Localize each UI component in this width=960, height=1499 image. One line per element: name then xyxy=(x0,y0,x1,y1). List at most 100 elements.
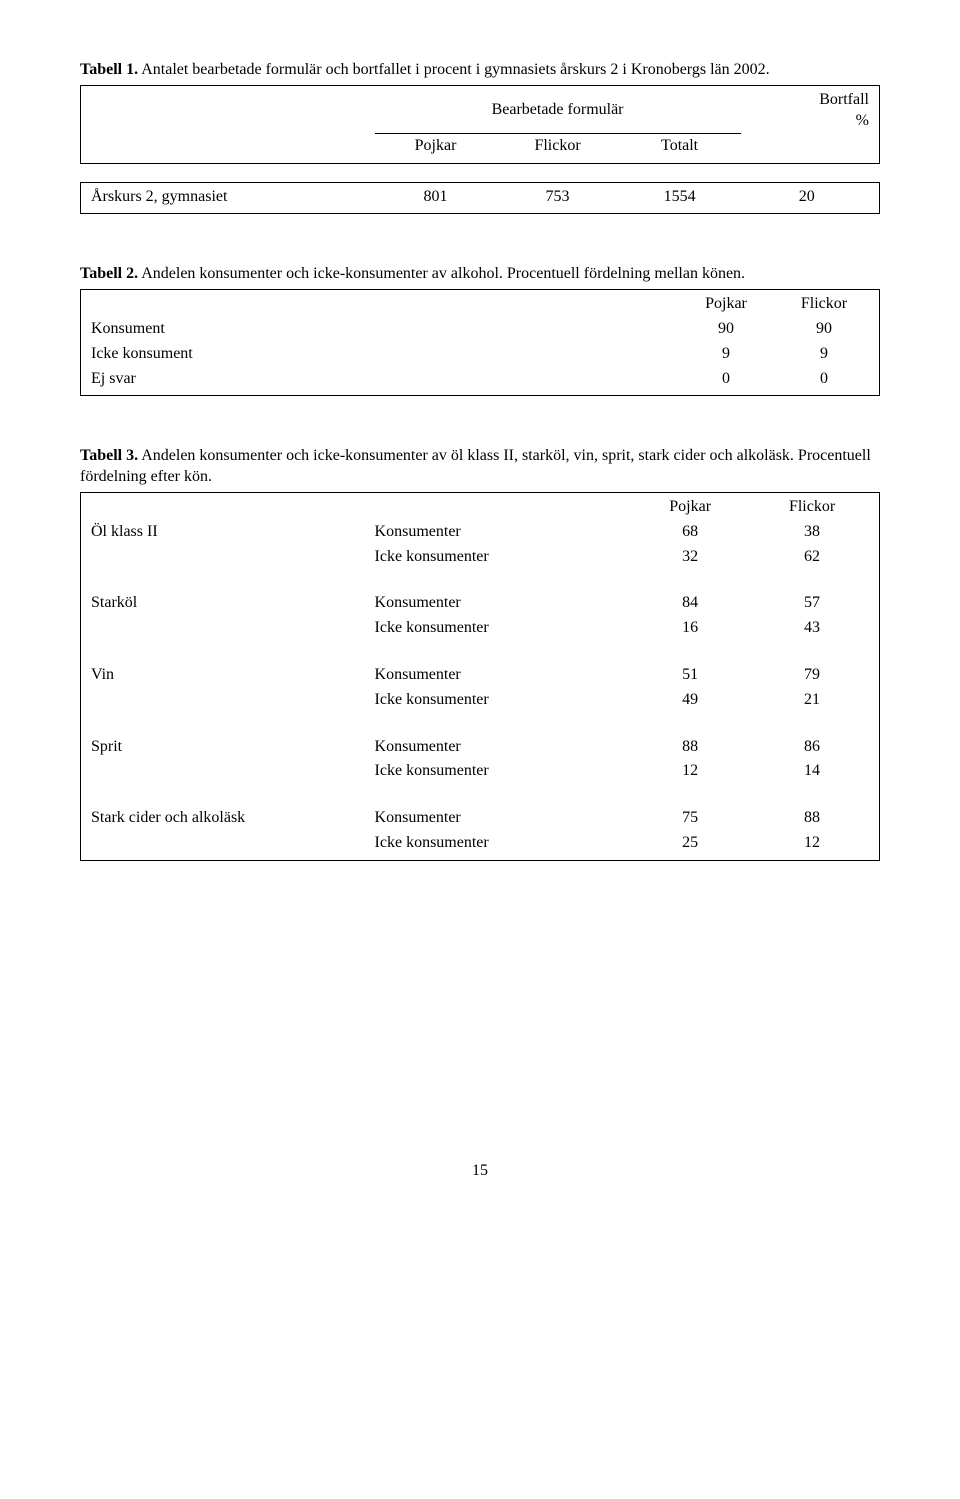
table3-row: SpritKonsumenter8886 xyxy=(87,735,873,760)
table3-section: Tabell 3. Andelen konsumenter och icke-k… xyxy=(80,446,880,860)
table3-sub-label: Icke konsumenter xyxy=(371,616,630,641)
table2-row-flickor: 9 xyxy=(775,342,873,367)
table1-data-row: Årskurs 2, gymnasiet 801 753 1554 20 xyxy=(87,185,873,210)
table3-row: Icke konsumenter1643 xyxy=(87,616,873,641)
table3-val-pojkar: 32 xyxy=(629,545,751,570)
table3: Pojkar Flickor Öl klass IIKonsumenter683… xyxy=(87,495,873,856)
table2-row-label: Konsument xyxy=(87,317,677,342)
table1-caption: Tabell 1. Antalet bearbetade formulär oc… xyxy=(80,60,880,81)
table2-row: Konsument9090 xyxy=(87,317,873,342)
table2-row-pojkar: 90 xyxy=(677,317,775,342)
table3-val-flickor: 62 xyxy=(751,545,873,570)
table3-sub-label: Konsumenter xyxy=(371,663,630,688)
table1-val-pojkar: 801 xyxy=(424,188,448,205)
table1-col-pojkar: Pojkar xyxy=(415,137,457,154)
table3-row: Icke konsumenter1214 xyxy=(87,759,873,784)
table1-header-row1: Bearbetade formulär Bortfall % xyxy=(87,88,873,134)
table1-caption-bold: Tabell 1. xyxy=(80,61,138,78)
table3-val-flickor: 79 xyxy=(751,663,873,688)
table1-val-flickor: 753 xyxy=(546,188,570,205)
table2-section: Tabell 2. Andelen konsumenter och icke-k… xyxy=(80,264,880,396)
table2-col-pojkar: Pojkar xyxy=(705,295,747,312)
table1-header-bortfall: Bortfall xyxy=(819,91,869,108)
table1-col-flickor: Flickor xyxy=(534,137,580,154)
table2-row-flickor: 90 xyxy=(775,317,873,342)
table3-val-flickor: 86 xyxy=(751,735,873,760)
table1-data: Årskurs 2, gymnasiet 801 753 1554 20 xyxy=(87,185,873,210)
table3-sub-label: Konsumenter xyxy=(371,735,630,760)
table3-group-label: Stark cider och alkoläsk xyxy=(87,806,371,831)
table3-val-pojkar: 75 xyxy=(629,806,751,831)
table3-row: Icke konsumenter2512 xyxy=(87,831,873,856)
table3-col-pojkar: Pojkar xyxy=(669,498,711,515)
table3-row: Icke konsumenter3262 xyxy=(87,545,873,570)
table3-sub-label: Konsumenter xyxy=(371,806,630,831)
table2-caption-text: Andelen konsumenter och icke-konsumenter… xyxy=(138,265,745,282)
table1-data-box: Årskurs 2, gymnasiet 801 753 1554 20 xyxy=(80,182,880,215)
table3-val-pojkar: 12 xyxy=(629,759,751,784)
table1-header-bearbetade: Bearbetade formulär xyxy=(492,101,624,118)
table3-val-flickor: 88 xyxy=(751,806,873,831)
table3-spacer xyxy=(87,641,873,663)
table3-col-flickor: Flickor xyxy=(789,498,835,515)
table3-val-flickor: 43 xyxy=(751,616,873,641)
table2-header-row: Pojkar Flickor xyxy=(87,292,873,317)
table3-row: VinKonsumenter5179 xyxy=(87,663,873,688)
table3-spacer xyxy=(87,784,873,806)
table3-group-label: Starköl xyxy=(87,591,371,616)
table1-val-totalt: 1554 xyxy=(664,188,696,205)
table3-group-label: Sprit xyxy=(87,735,371,760)
table3-row: Öl klass IIKonsumenter6838 xyxy=(87,520,873,545)
table2-caption: Tabell 2. Andelen konsumenter och icke-k… xyxy=(80,264,880,285)
table3-caption-text: Andelen konsumenter och icke-konsumenter… xyxy=(80,447,871,485)
table3-val-pojkar: 49 xyxy=(629,688,751,713)
table3-val-flickor: 14 xyxy=(751,759,873,784)
table1-val-bortfall: 20 xyxy=(799,188,815,205)
table3-group-label: Vin xyxy=(87,663,371,688)
table3-val-pojkar: 88 xyxy=(629,735,751,760)
table3-row: StarkölKonsumenter8457 xyxy=(87,591,873,616)
table2-row-pojkar: 0 xyxy=(677,367,775,392)
table3-sub-label: Konsumenter xyxy=(371,520,630,545)
table3-val-flickor: 21 xyxy=(751,688,873,713)
table1-col-totalt: Totalt xyxy=(661,137,698,154)
table1-box: Bearbetade formulär Bortfall % Pojkar Fl… xyxy=(80,85,880,164)
table1-section: Tabell 1. Antalet bearbetade formulär oc… xyxy=(80,60,880,214)
table3-val-flickor: 57 xyxy=(751,591,873,616)
table3-row: Stark cider och alkoläskKonsumenter7588 xyxy=(87,806,873,831)
table3-row: Icke konsumenter4921 xyxy=(87,688,873,713)
table2-row-label: Ej svar xyxy=(87,367,677,392)
table2-col-flickor: Flickor xyxy=(801,295,847,312)
table3-val-flickor: 38 xyxy=(751,520,873,545)
table2-row-flickor: 0 xyxy=(775,367,873,392)
table3-sub-label: Icke konsumenter xyxy=(371,759,630,784)
table3-group-label: Öl klass II xyxy=(87,520,371,545)
table3-val-pojkar: 16 xyxy=(629,616,751,641)
table2: Pojkar Flickor Konsument9090Icke konsume… xyxy=(87,292,873,391)
table3-spacer xyxy=(87,569,873,591)
table3-val-pojkar: 25 xyxy=(629,831,751,856)
table3-sub-label: Konsumenter xyxy=(371,591,630,616)
table3-spacer xyxy=(87,713,873,735)
table2-box: Pojkar Flickor Konsument9090Icke konsume… xyxy=(80,289,880,396)
table3-box: Pojkar Flickor Öl klass IIKonsumenter683… xyxy=(80,492,880,861)
table2-caption-bold: Tabell 2. xyxy=(80,265,138,282)
table3-caption-bold: Tabell 3. xyxy=(80,447,138,464)
table2-row-pojkar: 9 xyxy=(677,342,775,367)
table3-val-pojkar: 51 xyxy=(629,663,751,688)
table1: Bearbetade formulär Bortfall % Pojkar Fl… xyxy=(87,88,873,159)
table3-header-row: Pojkar Flickor xyxy=(87,495,873,520)
table3-sub-label: Icke konsumenter xyxy=(371,831,630,856)
table3-val-pojkar: 68 xyxy=(629,520,751,545)
table3-caption: Tabell 3. Andelen konsumenter och icke-k… xyxy=(80,446,880,488)
table3-sub-label: Icke konsumenter xyxy=(371,545,630,570)
table1-caption-text: Antalet bearbetade formulär och bortfall… xyxy=(138,61,770,78)
table2-row-label: Icke konsument xyxy=(87,342,677,367)
table1-header-percent: % xyxy=(856,112,869,129)
table2-row: Ej svar00 xyxy=(87,367,873,392)
table1-header-row2: Pojkar Flickor Totalt xyxy=(87,133,873,158)
page-number: 15 xyxy=(80,1161,880,1182)
table2-row: Icke konsument99 xyxy=(87,342,873,367)
table3-val-pojkar: 84 xyxy=(629,591,751,616)
table1-rowlabel: Årskurs 2, gymnasiet xyxy=(91,188,227,205)
